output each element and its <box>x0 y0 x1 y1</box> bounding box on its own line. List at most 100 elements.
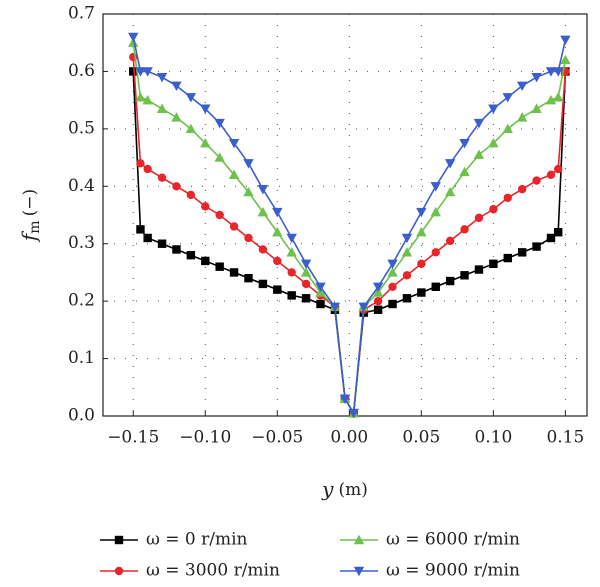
marker <box>300 259 312 270</box>
marker <box>136 225 145 234</box>
marker <box>228 139 240 149</box>
marker <box>136 159 145 168</box>
marker <box>243 159 254 169</box>
marker <box>545 67 557 77</box>
marker <box>244 233 253 243</box>
marker <box>473 149 485 159</box>
y-label-unit: (−) <box>20 189 40 217</box>
marker <box>300 267 312 277</box>
marker <box>287 291 296 300</box>
marker <box>329 302 341 313</box>
marker <box>546 170 556 179</box>
marker <box>171 81 182 91</box>
marker <box>258 279 268 289</box>
marker <box>128 32 139 43</box>
marker <box>401 247 413 257</box>
y-label-subscript: m <box>27 220 43 233</box>
marker <box>214 118 225 129</box>
marker <box>431 248 440 257</box>
marker <box>502 93 513 103</box>
y-axis-label: fm(−) <box>17 189 44 243</box>
x-tick-label: −0.05 <box>251 428 303 448</box>
marker <box>316 299 325 309</box>
marker <box>460 225 469 234</box>
marker <box>258 245 268 254</box>
marker <box>503 193 512 202</box>
marker <box>201 202 210 211</box>
marker <box>143 164 152 174</box>
marker <box>553 228 563 237</box>
marker <box>353 566 365 577</box>
marker <box>502 123 513 134</box>
marker <box>157 239 167 248</box>
marker <box>186 251 196 260</box>
marker <box>552 67 564 77</box>
marker <box>156 103 168 113</box>
marker <box>200 104 211 114</box>
marker <box>171 112 182 122</box>
y-tick-label: 0.5 <box>68 118 95 138</box>
marker <box>488 104 499 114</box>
marker <box>444 159 456 169</box>
y-tick-label: 0.1 <box>68 348 95 368</box>
marker <box>503 253 512 263</box>
marker <box>531 103 542 113</box>
marker <box>545 94 557 105</box>
marker <box>430 182 441 192</box>
marker <box>272 207 283 218</box>
marker <box>459 166 470 177</box>
marker <box>135 92 146 102</box>
marker <box>401 233 413 244</box>
marker <box>489 205 498 214</box>
marker <box>417 259 426 269</box>
marker <box>445 276 455 286</box>
marker <box>339 394 351 404</box>
marker <box>459 139 470 149</box>
x-tick-label: 0.10 <box>474 428 512 448</box>
marker <box>142 67 153 77</box>
legend-label: ω = 9000 r/min <box>386 561 520 581</box>
marker <box>348 408 359 419</box>
marker <box>286 247 297 257</box>
marker <box>546 233 556 243</box>
series-line <box>132 36 567 416</box>
marker <box>431 282 440 291</box>
marker <box>215 210 224 220</box>
x-tick-label: −0.15 <box>107 428 159 448</box>
marker <box>273 285 282 294</box>
legend-label: ω = 6000 r/min <box>386 530 520 550</box>
marker <box>353 534 365 545</box>
marker <box>228 169 240 179</box>
marker <box>387 267 398 277</box>
plot-frame <box>102 13 588 417</box>
marker <box>229 222 239 231</box>
marker <box>531 72 542 83</box>
marker <box>417 288 426 297</box>
marker <box>287 268 296 277</box>
marker <box>315 282 326 292</box>
legend-label: ω = 0 r/min <box>146 530 248 550</box>
marker <box>388 299 397 309</box>
marker <box>560 54 571 65</box>
x-tick-label: 0.05 <box>402 428 440 448</box>
x-axis-label: y (m) <box>321 477 368 501</box>
marker <box>214 152 225 162</box>
y-tick-label: 0.4 <box>68 176 95 196</box>
marker <box>229 268 239 277</box>
marker <box>257 206 269 217</box>
marker <box>143 233 152 243</box>
legend-label: ω = 3000 r/min <box>146 561 280 581</box>
marker <box>373 305 383 314</box>
x-label-unit: (m) <box>338 480 367 500</box>
marker <box>156 72 168 83</box>
marker <box>517 248 527 257</box>
marker <box>114 566 124 576</box>
marker <box>201 256 210 266</box>
marker <box>273 256 282 266</box>
x-tick-label: 0.00 <box>330 428 368 448</box>
marker <box>243 186 254 197</box>
y-tick-label: 0.2 <box>68 291 95 311</box>
marker <box>489 259 498 269</box>
x-label-symbol: y <box>321 477 334 501</box>
